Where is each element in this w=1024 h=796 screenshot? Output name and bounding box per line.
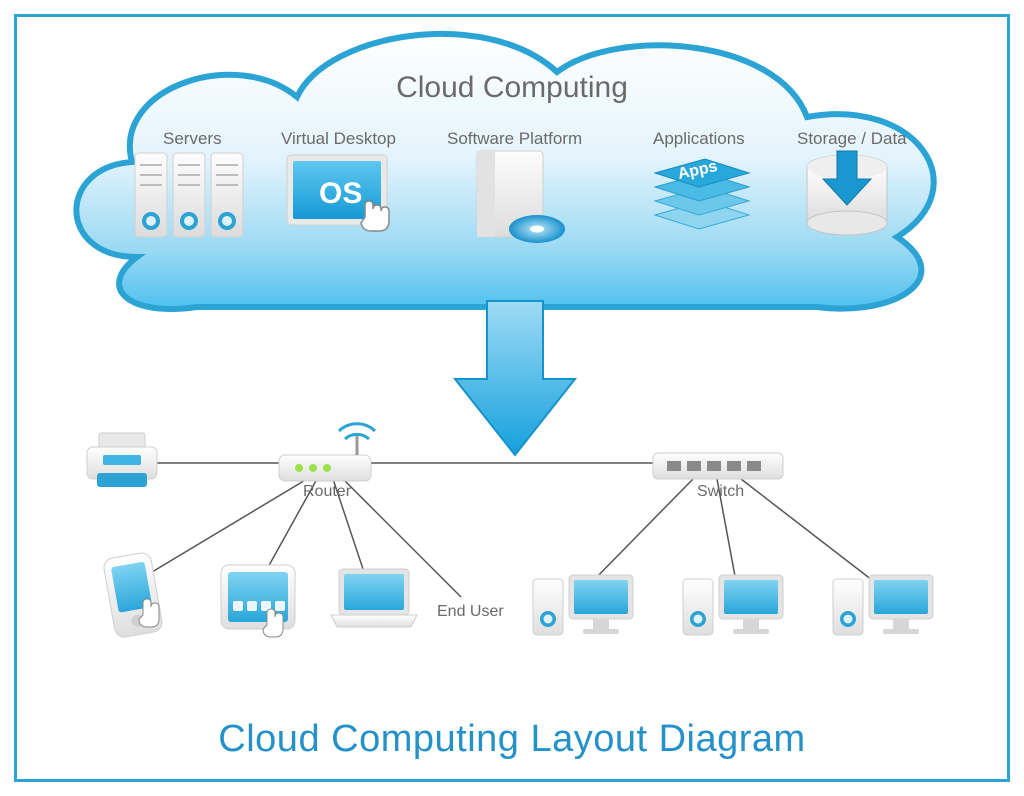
label-switch: Switch [697, 483, 744, 501]
storage-data-icon [807, 151, 887, 235]
pc2-icon [683, 575, 783, 635]
label-software-platform: Software Platform [447, 129, 582, 149]
diagram-frame: OS Apps [14, 14, 1010, 782]
printer-icon [87, 433, 157, 487]
label-applications: Applications [653, 129, 745, 149]
router-icon [279, 424, 375, 481]
label-enduser: End User [437, 603, 504, 621]
virtual-desktop-icon: OS [287, 155, 389, 231]
servers-icon [135, 153, 243, 237]
pc3-icon [833, 575, 933, 635]
label-servers: Servers [163, 129, 222, 149]
phone-icon [102, 551, 163, 638]
svg-text:OS: OS [319, 177, 362, 210]
cloud-svg: OS Apps [17, 17, 1013, 337]
switch-icon [653, 453, 783, 479]
label-storage-data: Storage / Data [797, 129, 907, 149]
cloud-title: Cloud Computing [396, 71, 628, 105]
network-svg [17, 409, 1013, 749]
diagram-caption: Cloud Computing Layout Diagram [218, 718, 805, 761]
label-router: Router [303, 483, 351, 501]
label-virtual-desktop: Virtual Desktop [281, 129, 396, 149]
laptop-icon [331, 569, 417, 627]
pc1-icon [533, 575, 633, 635]
tablet-icon [221, 565, 295, 637]
cloud-computing-diagram: OS Apps [17, 17, 1007, 779]
